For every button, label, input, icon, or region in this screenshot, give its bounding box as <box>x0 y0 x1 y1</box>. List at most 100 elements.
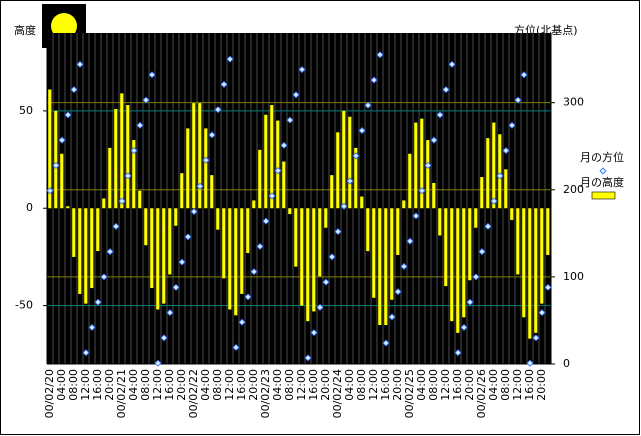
x-tick-label: 08:00 <box>67 369 80 401</box>
diamond-marker <box>466 298 474 306</box>
y2-tick-label: 0 <box>563 357 570 370</box>
bar <box>372 208 376 298</box>
y2-tick-label: 200 <box>563 183 584 196</box>
bar <box>252 200 256 209</box>
diamond-marker <box>508 121 516 129</box>
diamond-marker <box>160 334 168 342</box>
bar <box>210 175 214 209</box>
bar <box>270 105 274 209</box>
diamond-marker <box>460 323 468 331</box>
diamond-marker <box>532 334 540 342</box>
diamond-marker <box>214 106 222 114</box>
diamond-marker <box>172 283 180 291</box>
bar <box>522 208 526 318</box>
diamond-marker <box>232 343 240 352</box>
diamond-marker <box>274 167 282 175</box>
diamond-marker <box>124 172 132 180</box>
bar <box>294 208 298 267</box>
diamond-marker <box>130 147 138 155</box>
diamond-marker <box>334 228 342 236</box>
bar <box>264 114 268 209</box>
x-tick-label: 20:00 <box>535 369 548 401</box>
bar <box>378 208 382 326</box>
diamond-marker <box>322 278 330 286</box>
bar <box>300 208 304 306</box>
bar <box>318 208 322 277</box>
x-tick-label: 20:00 <box>463 369 476 401</box>
diamond-marker <box>358 126 366 135</box>
bar <box>192 103 196 209</box>
diamond-marker <box>262 217 270 225</box>
bar <box>546 208 550 255</box>
x-tick-label: 00/02/25 <box>403 369 416 418</box>
bar <box>246 208 250 254</box>
bar <box>474 208 478 228</box>
diamond-marker <box>58 136 66 144</box>
bar <box>198 103 202 209</box>
y-tick-label: 0 <box>26 201 33 214</box>
diamond-marker <box>64 111 72 119</box>
x-tick-label: 08:00 <box>427 369 440 401</box>
diamond-marker <box>340 202 348 210</box>
bar <box>504 169 508 209</box>
x-tick-label: 00/02/24 <box>331 369 344 418</box>
bar <box>396 208 400 255</box>
x-tick-label: 00/02/21 <box>115 369 128 418</box>
bar <box>150 208 154 289</box>
diamond-marker <box>178 258 186 266</box>
bar <box>390 208 394 300</box>
diamond-marker <box>298 66 306 74</box>
bar <box>450 208 454 322</box>
bar <box>516 208 520 275</box>
bar <box>306 208 310 322</box>
diamond-marker <box>82 349 90 357</box>
diamond-marker <box>346 177 354 185</box>
diamond-marker <box>526 359 534 367</box>
diamond-marker <box>112 222 120 230</box>
diamond-marker <box>472 273 480 281</box>
diamond-marker <box>220 80 228 88</box>
x-tick-label: 12:00 <box>511 369 524 401</box>
diamond-marker <box>256 242 264 250</box>
bar <box>114 108 118 209</box>
diamond-marker <box>388 313 396 321</box>
bar <box>384 208 388 326</box>
bar <box>456 208 460 333</box>
x-tick-label: 20:00 <box>319 369 332 401</box>
bar <box>462 208 466 318</box>
diamond-marker <box>250 268 258 276</box>
bar <box>132 140 136 209</box>
bar <box>66 206 70 209</box>
bar <box>324 208 328 228</box>
bar <box>288 208 292 215</box>
diamond-marker <box>442 86 450 94</box>
diamond-marker <box>280 141 288 149</box>
legend-label: 月の高度 <box>580 175 624 189</box>
x-tick-label: 04:00 <box>271 369 284 401</box>
bar <box>498 134 502 209</box>
bar <box>120 93 124 209</box>
diamond-marker <box>196 182 204 190</box>
diamond-marker <box>190 208 198 216</box>
bar <box>156 208 160 310</box>
x-tick-label: 12:00 <box>223 369 236 401</box>
x-tick-label: 08:00 <box>355 369 368 401</box>
diamond-marker <box>76 60 84 68</box>
bar <box>540 208 544 304</box>
diamond-marker <box>328 253 336 261</box>
bar <box>60 153 64 209</box>
bar <box>234 208 238 316</box>
diamond-marker <box>148 71 156 79</box>
diamond-marker <box>166 309 174 317</box>
bar <box>138 190 142 209</box>
x-tick-label: 16:00 <box>235 369 248 401</box>
bar <box>342 110 346 209</box>
bar <box>402 200 406 209</box>
bar <box>360 196 364 209</box>
diamond-marker <box>394 288 402 296</box>
bar <box>330 175 334 209</box>
diamond-marker <box>244 293 252 301</box>
bar <box>144 208 148 246</box>
diamond-marker <box>364 101 372 109</box>
diamond-marker <box>484 222 492 230</box>
